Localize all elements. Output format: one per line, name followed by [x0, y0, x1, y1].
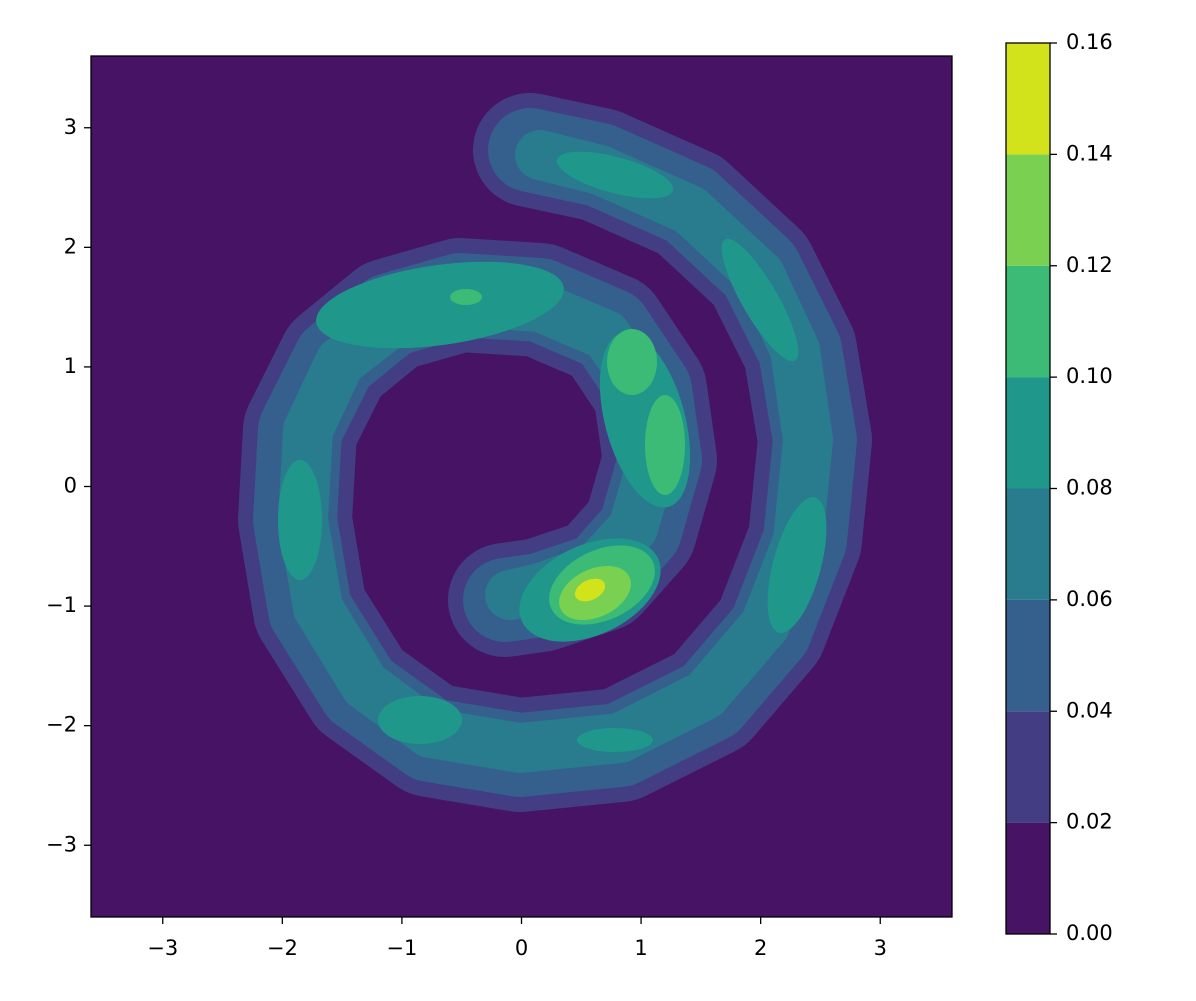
- contour-band: [767, 497, 827, 633]
- x-tick-label: −3: [147, 936, 178, 960]
- x-tick-label: 1: [634, 936, 647, 960]
- colorbar-band: [1006, 154, 1050, 266]
- y-tick-label: 2: [64, 234, 77, 258]
- contour-band: [607, 329, 657, 395]
- contour-band: [316, 261, 564, 349]
- colorbar-tick-label: 0.12: [1066, 253, 1113, 277]
- x-tick-label: −2: [267, 936, 298, 960]
- x-tick-label: 0: [515, 936, 528, 960]
- contour-band: [645, 395, 685, 495]
- y-tick-label: 0: [64, 474, 77, 498]
- x-tick-label: 2: [754, 936, 767, 960]
- colorbar-tick-label: 0.16: [1066, 30, 1113, 54]
- y-tick-label: −2: [46, 713, 77, 737]
- colorbar-tick-label: 0.02: [1066, 810, 1113, 834]
- colorbar-band: [1006, 711, 1050, 823]
- x-tick-label: −1: [386, 936, 417, 960]
- y-tick-label: 3: [64, 115, 77, 139]
- colorbar-band: [1006, 265, 1050, 378]
- y-tick-label: −3: [46, 832, 77, 856]
- contour-band: [378, 696, 462, 744]
- colorbar-band: [1006, 43, 1050, 155]
- colorbar-band: [1006, 488, 1050, 600]
- y-tick-label: −1: [46, 593, 77, 617]
- colorbar-tick-label: 0.10: [1066, 364, 1113, 388]
- contour-band: [721, 238, 799, 362]
- contour-band: [450, 289, 482, 305]
- y-tick-label: 1: [64, 354, 77, 378]
- colorbar-tick-label: 0.00: [1066, 921, 1113, 945]
- colorbar-tick-label: 0.06: [1066, 587, 1113, 611]
- x-tick-label: 3: [874, 936, 887, 960]
- colorbar-band: [1006, 599, 1050, 712]
- contour-band: [278, 460, 322, 580]
- contour-field: [238, 93, 872, 812]
- colorbar-tick-label: 0.08: [1066, 476, 1113, 500]
- contour-band: [574, 578, 606, 602]
- colorbar-band: [1006, 377, 1050, 489]
- colorbar-band: [1006, 822, 1050, 934]
- contour-band: [556, 151, 674, 199]
- contour-band: [577, 728, 653, 752]
- colorbar: 0.00 0.02 0.04 0.06 0.08 0.10 0.12 0.14 0.16: [1006, 30, 1113, 945]
- colorbar-frame: [1005, 42, 1051, 935]
- colorbar-tick-label: 0.14: [1066, 141, 1113, 165]
- colorbar-tick-label: 0.04: [1066, 698, 1113, 722]
